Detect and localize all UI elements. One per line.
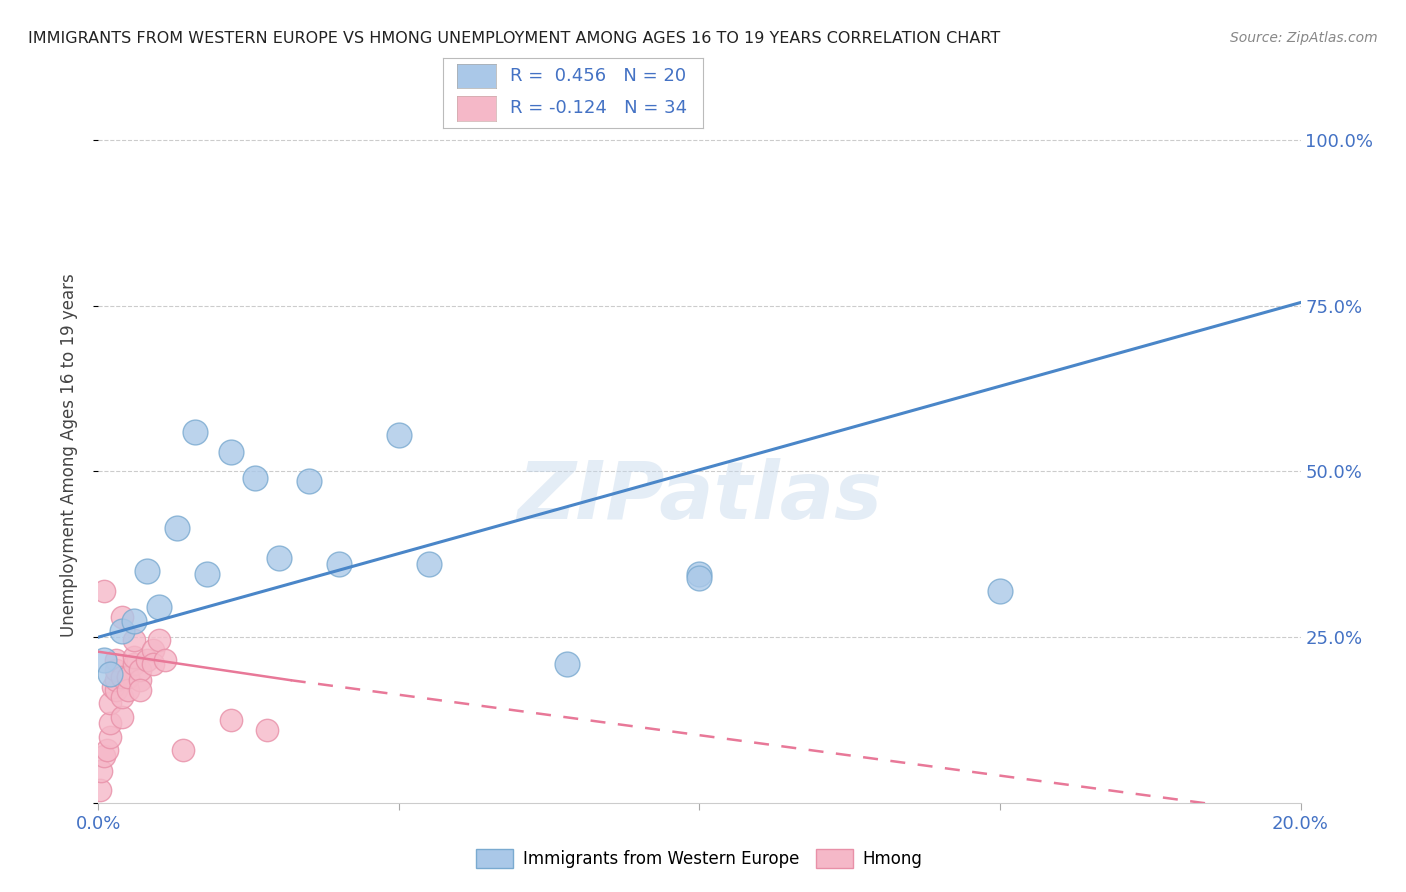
Point <box>555 657 578 671</box>
Point <box>100 697 122 711</box>
Point <box>111 709 134 723</box>
Point <box>256 723 278 737</box>
Point <box>93 749 115 764</box>
Point <box>96 743 118 757</box>
Point <box>153 653 176 667</box>
Point <box>124 614 146 628</box>
Point <box>988 583 1011 598</box>
Point <box>117 670 139 684</box>
Point <box>111 610 134 624</box>
Point <box>93 583 115 598</box>
Point <box>135 564 157 578</box>
Point <box>219 713 242 727</box>
Point <box>328 558 350 572</box>
Point <box>219 444 242 458</box>
Point <box>243 471 266 485</box>
Point <box>100 666 122 681</box>
Point <box>111 670 134 684</box>
Point <box>89 782 111 797</box>
Text: R = -0.124   N = 34: R = -0.124 N = 34 <box>510 99 688 118</box>
Point <box>129 673 152 688</box>
Text: ZIPatlas: ZIPatlas <box>517 458 882 536</box>
Point <box>124 650 146 665</box>
Point <box>166 521 188 535</box>
Point <box>129 683 152 698</box>
Point <box>418 558 440 572</box>
Point <box>124 657 146 671</box>
Point <box>100 716 122 731</box>
Point <box>90 764 112 778</box>
Point <box>141 657 163 671</box>
Point <box>298 475 321 489</box>
Text: IMMIGRANTS FROM WESTERN EUROPE VS HMONG UNEMPLOYMENT AMONG AGES 16 TO 19 YEARS C: IMMIGRANTS FROM WESTERN EUROPE VS HMONG … <box>28 31 1001 46</box>
Point <box>195 567 218 582</box>
Point <box>135 653 157 667</box>
Point <box>148 600 170 615</box>
Y-axis label: Unemployment Among Ages 16 to 19 years: Unemployment Among Ages 16 to 19 years <box>59 273 77 637</box>
Point <box>105 663 128 677</box>
Text: Source: ZipAtlas.com: Source: ZipAtlas.com <box>1230 31 1378 45</box>
Point <box>183 425 205 439</box>
Text: R =  0.456   N = 20: R = 0.456 N = 20 <box>510 67 686 85</box>
Point <box>103 680 125 694</box>
Point <box>124 633 146 648</box>
Point <box>141 643 163 657</box>
Point <box>388 428 411 442</box>
Point <box>100 730 122 744</box>
Point <box>111 624 134 638</box>
Point <box>105 653 128 667</box>
Point <box>148 633 170 648</box>
Legend: Immigrants from Western Europe, Hmong: Immigrants from Western Europe, Hmong <box>470 842 929 874</box>
Point <box>111 690 134 704</box>
Point <box>105 673 128 688</box>
Point <box>105 683 128 698</box>
Point <box>267 550 290 565</box>
Point <box>172 743 194 757</box>
Point <box>129 663 152 677</box>
Point <box>689 570 711 584</box>
Point <box>117 670 139 684</box>
Point <box>93 653 115 667</box>
Point <box>117 683 139 698</box>
Point <box>689 567 711 582</box>
